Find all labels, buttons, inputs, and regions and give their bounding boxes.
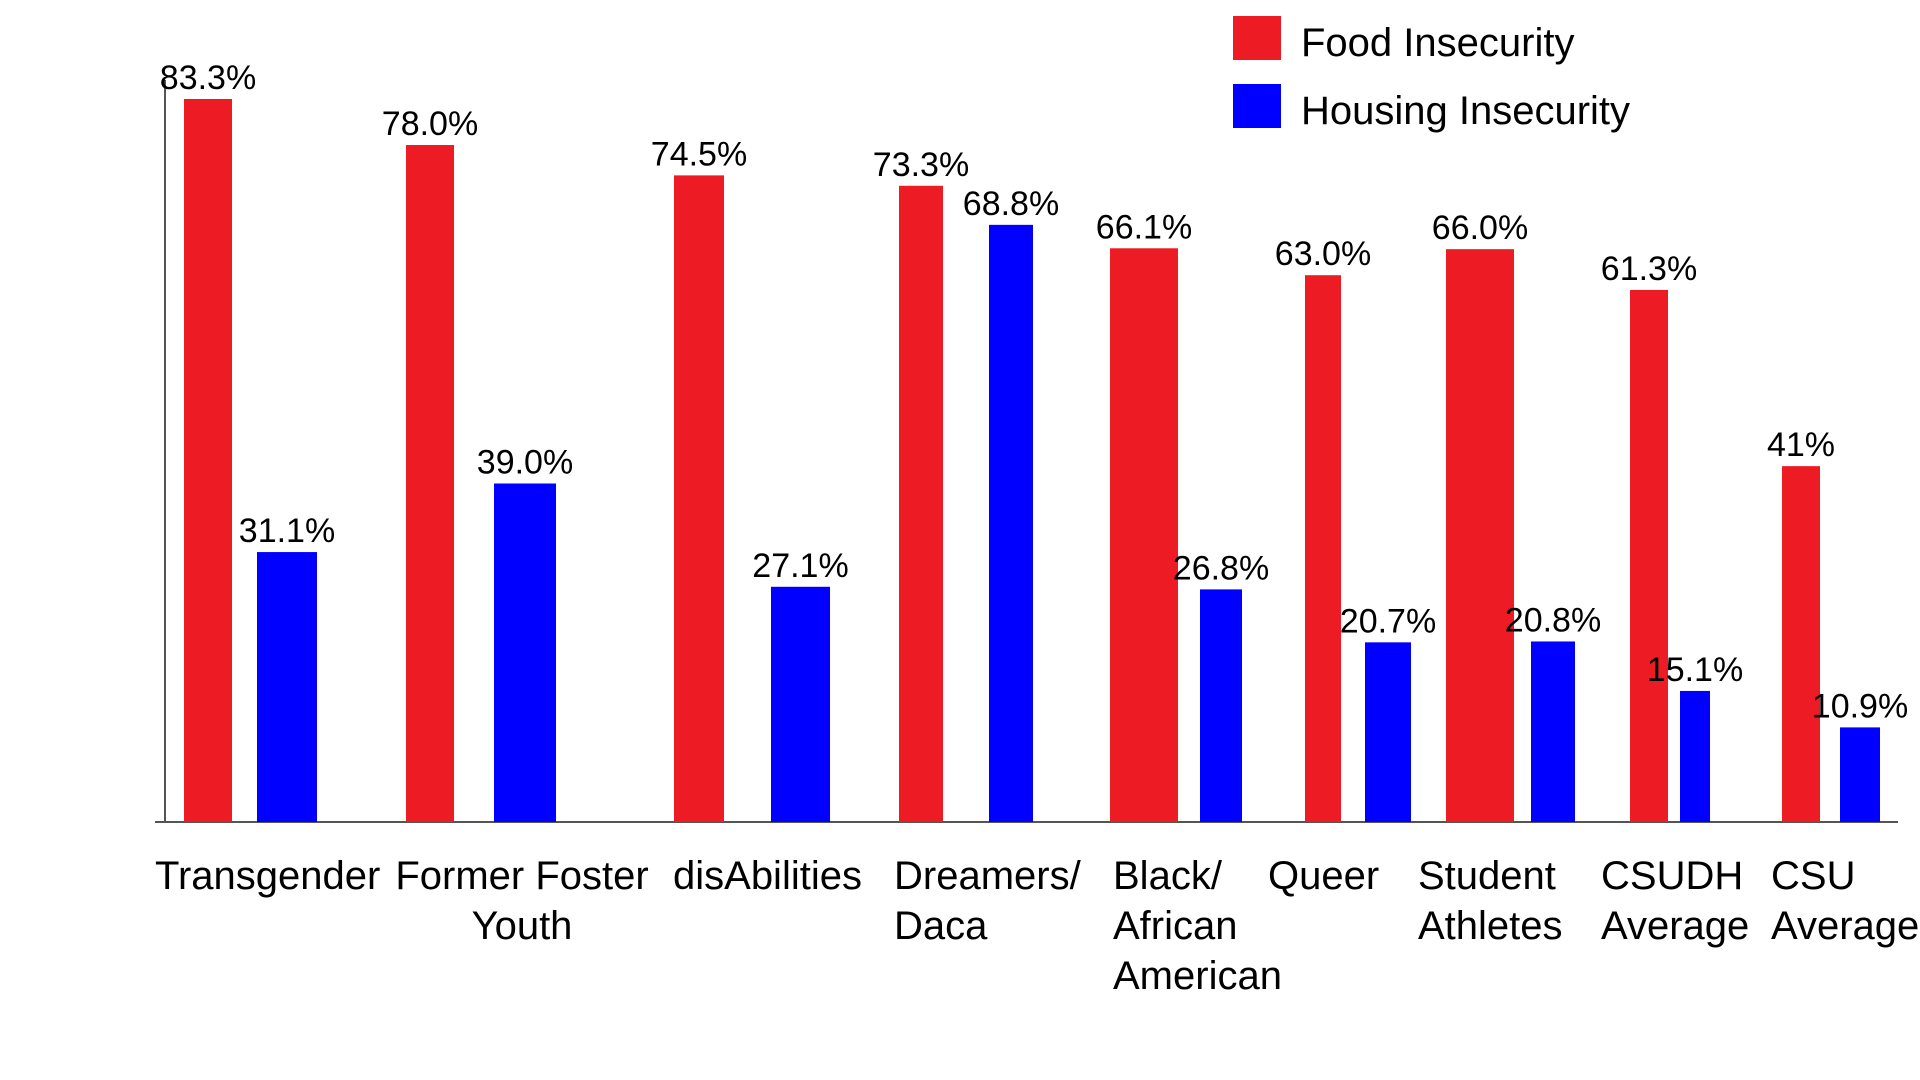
housing-value-label-2: 27.1% <box>752 547 848 585</box>
housing-bar-7 <box>1680 690 1710 822</box>
food-value-label-7: 61.3% <box>1601 250 1697 288</box>
legend: Food Insecurity Housing Insecurity <box>1233 16 1630 133</box>
housing-value-label-1: 39.0% <box>477 444 573 482</box>
category-label-1: Former Foster Youth <box>395 854 648 948</box>
category-label-2: disAbilities <box>673 854 862 898</box>
category-label-7: CSUDH Average <box>1601 854 1749 948</box>
housing-bar-8 <box>1840 727 1880 822</box>
category-label-6: Student Athletes <box>1418 854 1563 948</box>
food-value-label-3: 73.3% <box>873 146 969 184</box>
category-label-0: Transgender <box>155 854 380 898</box>
food-bar-7 <box>1630 289 1668 822</box>
food-bar-6 <box>1446 249 1514 823</box>
housing-bar-5 <box>1365 642 1411 822</box>
food-bar-4 <box>1110 248 1178 822</box>
legend-swatch-housing <box>1233 84 1281 128</box>
food-bar-0 <box>184 99 232 822</box>
food-value-label-5: 63.0% <box>1275 235 1371 273</box>
legend-swatch-food <box>1233 16 1281 60</box>
category-label-8: CSU Average <box>1771 854 1919 948</box>
category-label-5: Queer <box>1268 854 1379 898</box>
legend-label-housing: Housing Insecurity <box>1301 89 1630 133</box>
food-value-label-1: 78.0% <box>382 105 478 143</box>
food-value-label-0: 83.3% <box>160 59 256 97</box>
housing-value-label-4: 26.8% <box>1173 549 1269 587</box>
housing-value-label-3: 68.8% <box>963 185 1059 223</box>
food-bar-1 <box>406 145 454 822</box>
housing-bar-4 <box>1200 589 1242 822</box>
housing-value-label-7: 15.1% <box>1647 651 1743 689</box>
food-bar-3 <box>899 185 943 822</box>
housing-value-label-5: 20.7% <box>1340 602 1436 640</box>
category-label-3: Dreamers/Daca <box>894 854 1082 948</box>
housing-value-label-8: 10.9% <box>1812 687 1908 725</box>
food-bar-8 <box>1782 466 1820 822</box>
category-labels-group: Transgender Former Foster Youth disAbilitie… <box>155 854 1919 998</box>
value-labels-group: 83.3% 78.0% 74.5% 73.3% 66.1% 63.0% 66.0% 61.3%… <box>160 59 1908 725</box>
housing-bar-2 <box>771 586 830 822</box>
housing-bar-1 <box>494 483 556 822</box>
housing-bar-0 <box>257 552 317 822</box>
housing-bar-6 <box>1531 641 1575 822</box>
food-value-label-8: 41% <box>1767 426 1835 464</box>
bars-group <box>184 99 1880 823</box>
legend-label-food: Food Insecurity <box>1301 21 1574 65</box>
food-bar-5 <box>1305 275 1341 823</box>
food-value-label-2: 74.5% <box>651 135 747 173</box>
housing-value-label-6: 20.8% <box>1505 601 1601 639</box>
food-value-label-4: 66.1% <box>1096 208 1192 246</box>
food-bar-2 <box>674 175 724 823</box>
food-value-label-6: 66.0% <box>1432 209 1528 247</box>
category-label-4: Black/African American <box>1113 854 1282 998</box>
housing-value-label-0: 31.1% <box>239 512 335 550</box>
housing-bar-3 <box>989 224 1033 822</box>
